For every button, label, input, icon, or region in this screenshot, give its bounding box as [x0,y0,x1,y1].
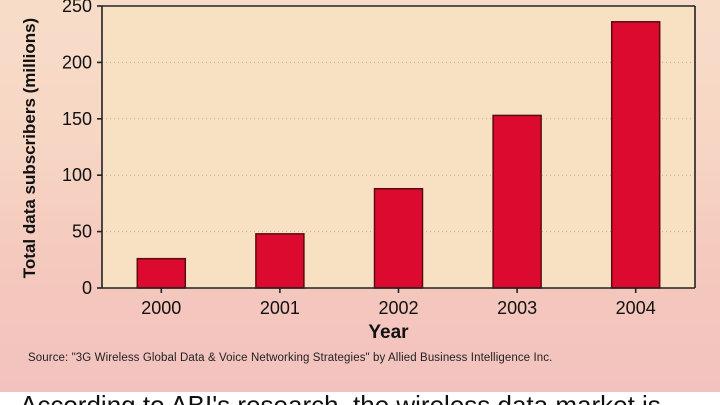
x-tick-label: 2004 [616,298,656,318]
y-tick-label: 150 [62,109,92,129]
x-tick-label: 2002 [378,298,418,318]
source-note: Source: "3G Wireless Global Data & Voice… [28,352,553,364]
bar-2000 [136,257,187,289]
chart-figure: 0 50 100 150 200 250 2000 2001 2002 2003 2004 Year T… [0,0,720,392]
bar-chart: 0 50 100 150 200 250 2000 2001 2002 2003 2004 Year T… [20,0,696,343]
y-tick-label: 200 [62,52,92,72]
x-tick-label: 2001 [260,298,300,318]
y-tick-label: 250 [62,0,92,16]
x-tick-label: 2000 [141,298,181,318]
x-tick-label: 2003 [497,298,537,318]
article-caption-text: According to ABI's research, the wireles… [20,390,661,405]
y-tick-label: 50 [72,222,92,242]
y-tick-label: 100 [62,165,92,185]
bar-2003 [492,114,542,289]
x-axis-label: Year [368,322,409,343]
bar-2002 [373,187,424,289]
y-tick-label: 0 [82,278,92,298]
bar-2004 [610,21,661,289]
bar-2001 [255,233,305,289]
y-axis-label: Total data subscribers (millions) [20,18,39,278]
